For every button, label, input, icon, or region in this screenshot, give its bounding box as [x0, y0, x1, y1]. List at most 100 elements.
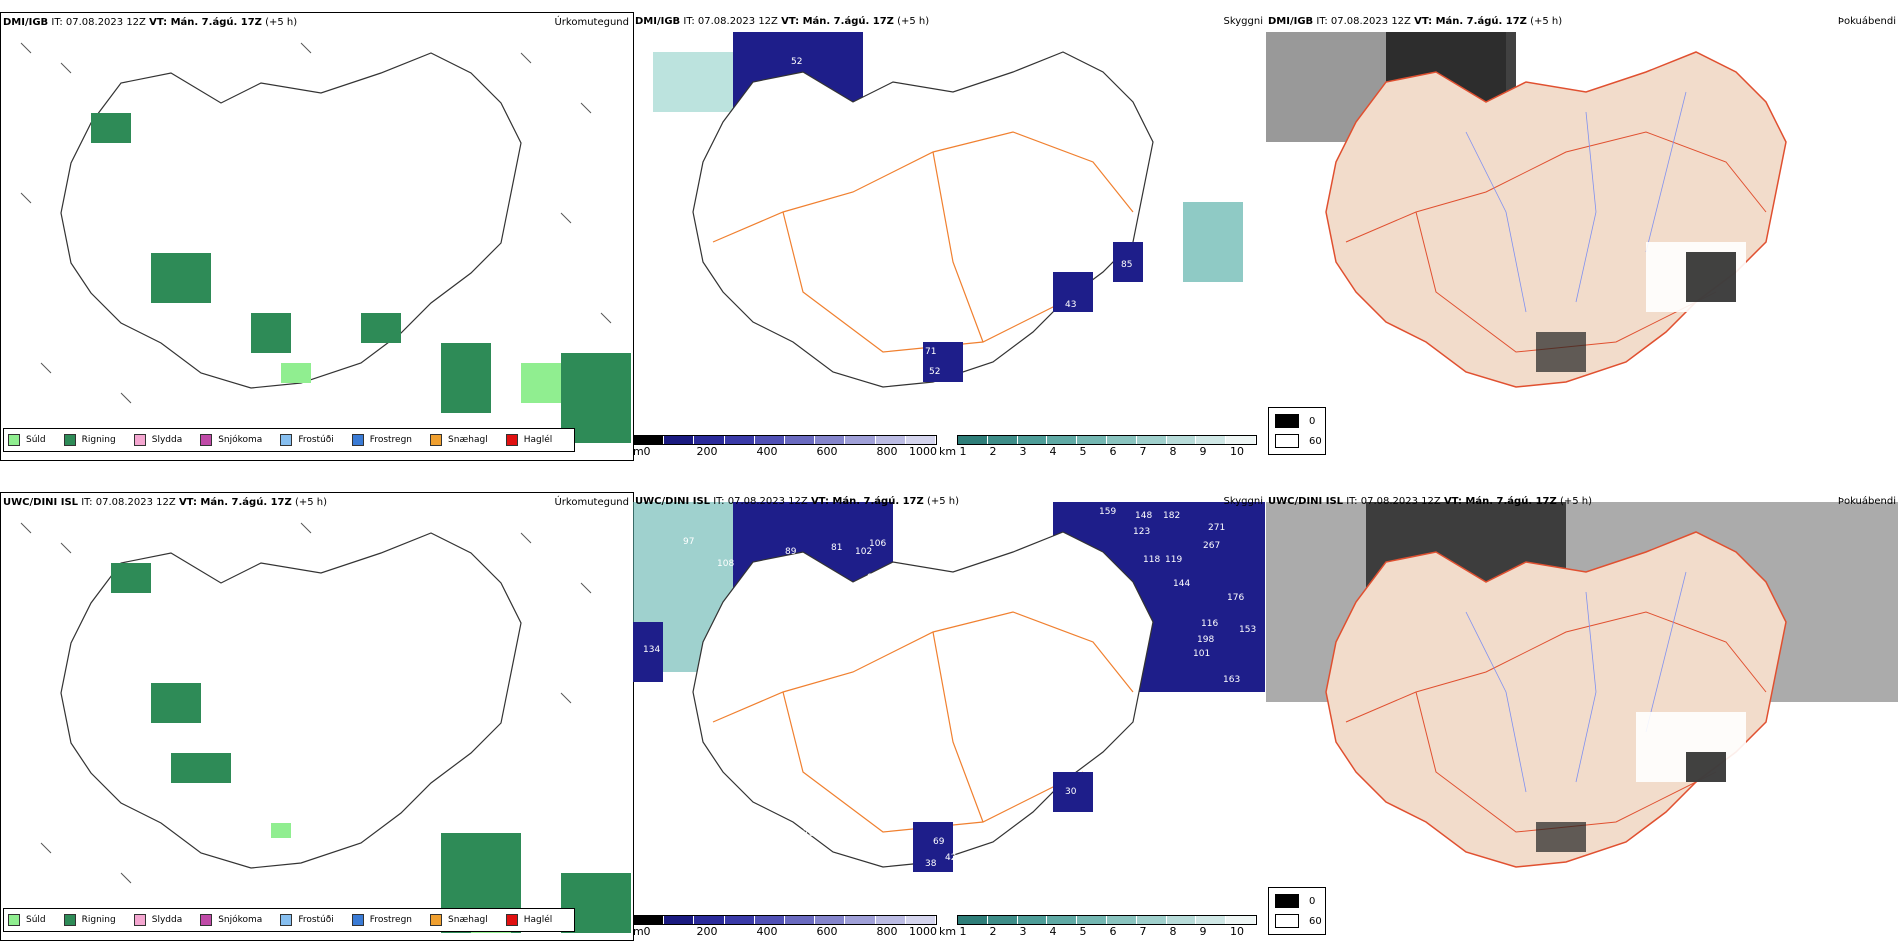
svg-text:42: 42 [945, 853, 956, 863]
low-visibility-cells [923, 242, 1143, 382]
panel-title: Þokuábendi [1837, 496, 1896, 507]
panel-visibility-uwc: 97 108 89 81 102 106 86 87 87 96 91 81 1… [633, 492, 1265, 939]
svg-text:43: 43 [1065, 300, 1076, 310]
iceland-outline [60, 52, 522, 389]
km-colorbar: km 1 2 3 4 5 6 7 8 9 10 [939, 435, 1257, 458]
rain-areas [91, 113, 631, 443]
svg-text:176: 176 [1227, 593, 1244, 603]
svg-text:96: 96 [891, 575, 903, 585]
iceland-visibility-map: 52 49 50 71 51 55 85 43 71 52 41 57 [653, 32, 1243, 395]
iceland-fog-map [1266, 492, 1898, 939]
legend-item-sleet: Slydda [133, 434, 182, 446]
drizzle-areas [281, 363, 561, 403]
svg-text:52: 52 [929, 367, 940, 377]
panel-precip-type-uwc: UWC/DINI ISL IT: 07.08.2023 12Z VT: Mán.… [0, 492, 634, 941]
iceland-outline [692, 51, 1154, 388]
km-colorbar: km 1 2 3 4 5 6 7 8 9 10 [939, 915, 1257, 938]
wind-barbs [20, 42, 612, 404]
precip-type-legend: Súld Rigning Slydda Snjókoma Frostúði Fr… [3, 908, 576, 932]
svg-text:271: 271 [1208, 523, 1225, 533]
svg-text:49: 49 [783, 81, 795, 91]
svg-text:116: 116 [1201, 619, 1218, 629]
legend-item-sleet: Slydda [133, 914, 182, 926]
svg-text:55: 55 [833, 139, 844, 149]
fog-legend: 0 60 [1268, 407, 1326, 455]
legend-item-snow-pellets: Snæhagl [430, 914, 488, 926]
svg-text:81: 81 [831, 543, 842, 553]
svg-text:118: 118 [1143, 555, 1160, 565]
panel-header: UWC/DINI ISL IT: 07.08.2023 12Z VT: Mán.… [1268, 496, 1593, 507]
legend-item-freezing-drizzle: Frostúði [280, 914, 334, 926]
svg-text:108: 108 [717, 559, 734, 569]
svg-text:144: 144 [1173, 579, 1190, 589]
svg-text:163: 163 [1223, 675, 1240, 685]
panel-fog-index-uwc: UWC/DINI ISL IT: 07.08.2023 12Z VT: Mán.… [1266, 492, 1898, 939]
legend-item-hail: Haglél [505, 914, 552, 926]
panel-precip-type-dmi: DMI/IGB IT: 07.08.2023 12Z VT: Mán. 7.ág… [0, 12, 634, 461]
svg-text:86: 86 [783, 571, 795, 581]
svg-text:69: 69 [933, 837, 945, 847]
legend-item-rain: Rigning [63, 914, 116, 926]
panel-header: UWC/DINI ISL IT: 07.08.2023 12Z VT: Mán.… [3, 497, 328, 508]
panel-title: Úrkomutegund [554, 17, 629, 28]
roads [712, 131, 1134, 353]
svg-text:182: 182 [1163, 511, 1180, 521]
svg-text:153: 153 [1239, 625, 1256, 635]
svg-text:89: 89 [785, 547, 797, 557]
panel-header: DMI/IGB IT: 07.08.2023 12Z VT: Mán. 7.ág… [635, 16, 930, 27]
svg-text:81: 81 [791, 595, 802, 605]
iceland-precip-map [20, 42, 631, 443]
svg-text:198: 198 [1197, 635, 1214, 645]
legend-item-freezing-rain: Frostregn [351, 914, 412, 926]
svg-text:123: 123 [1133, 527, 1150, 537]
legend-item-hail: Haglél [505, 434, 552, 446]
legend-item-snow-pellets: Snæhagl [430, 434, 488, 446]
svg-text:102: 102 [855, 547, 872, 557]
svg-text:91: 91 [897, 585, 908, 595]
svg-text:10: 10 [911, 597, 923, 607]
legend-item-rain: Rigning [63, 434, 116, 446]
svg-text:8: 8 [873, 615, 879, 625]
svg-text:57: 57 [925, 385, 936, 395]
svg-text:52: 52 [791, 57, 802, 67]
svg-text:51: 51 [808, 145, 819, 155]
svg-text:50: 50 [797, 97, 809, 107]
panel-fog-index-dmi: DMI/IGB IT: 07.08.2023 12Z VT: Mán. 7.ág… [1266, 12, 1898, 459]
panel-title: Þokuábendi [1837, 16, 1896, 27]
legend-item-snow: Snjókoma [200, 914, 262, 926]
svg-text:38: 38 [925, 859, 937, 869]
fog-legend: 0 60 [1268, 887, 1326, 935]
precip-type-legend: Súld Rigning Slydda Snjókoma Frostúði Fr… [3, 428, 576, 452]
iceland-fog-map [1266, 12, 1898, 459]
legend-item-drizzle: Súld [8, 914, 46, 926]
svg-text:119: 119 [1165, 555, 1182, 565]
visibility-scale: m 0 200 400 600 800 1000 km 1 2 3 4 5 6 7 8 9 10 [633, 435, 1263, 458]
svg-text:148: 148 [1135, 511, 1152, 521]
legend-item-freezing-drizzle: Frostúði [280, 434, 334, 446]
panel-header: DMI/IGB IT: 07.08.2023 12Z VT: Mán. 7.ág… [1268, 16, 1563, 27]
meter-colorbar: m 0 200 400 600 800 1000 [633, 915, 937, 938]
svg-text:87: 87 [797, 583, 808, 593]
legend-item-snow: Snjókoma [200, 434, 262, 446]
svg-text:85: 85 [1121, 260, 1132, 270]
legend-item-freezing-rain: Frostregn [351, 434, 412, 446]
visibility-values: 97 108 89 81 102 106 86 87 87 96 91 81 1… [643, 507, 1256, 869]
meter-colorbar: m 0 200 400 600 800 1000 [633, 435, 937, 458]
svg-text:159: 159 [1099, 507, 1116, 517]
svg-text:71: 71 [925, 347, 936, 357]
legend-item-drizzle: Súld [8, 434, 46, 446]
svg-text:87: 87 [867, 573, 878, 583]
svg-text:134: 134 [643, 645, 660, 655]
panel-title: Skyggni [1223, 496, 1263, 507]
panel-header: DMI/IGB IT: 07.08.2023 12Z VT: Mán. 7.ág… [3, 17, 298, 28]
visibility-values: 52 49 50 71 51 55 85 43 71 52 41 57 [783, 57, 1132, 395]
svg-text:106: 106 [869, 539, 886, 549]
iceland-visibility-map: 97 108 89 81 102 106 86 87 87 96 91 81 1… [633, 502, 1265, 872]
svg-text:97: 97 [683, 537, 694, 547]
panel-title: Skyggni [1223, 16, 1263, 27]
svg-text:267: 267 [1203, 541, 1220, 551]
panel-title: Úrkomutegund [554, 497, 629, 508]
panel-header: UWC/DINI ISL IT: 07.08.2023 12Z VT: Mán.… [635, 496, 960, 507]
panel-visibility-dmi: 52 49 50 71 51 55 85 43 71 52 41 57 DMI/… [633, 12, 1265, 459]
svg-text:70: 70 [803, 829, 815, 839]
